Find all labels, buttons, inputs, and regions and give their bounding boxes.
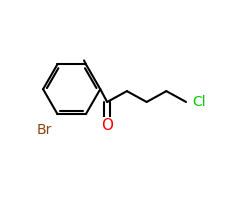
Text: Cl: Cl — [192, 95, 206, 109]
Text: Br: Br — [36, 123, 52, 137]
Text: O: O — [101, 118, 113, 133]
